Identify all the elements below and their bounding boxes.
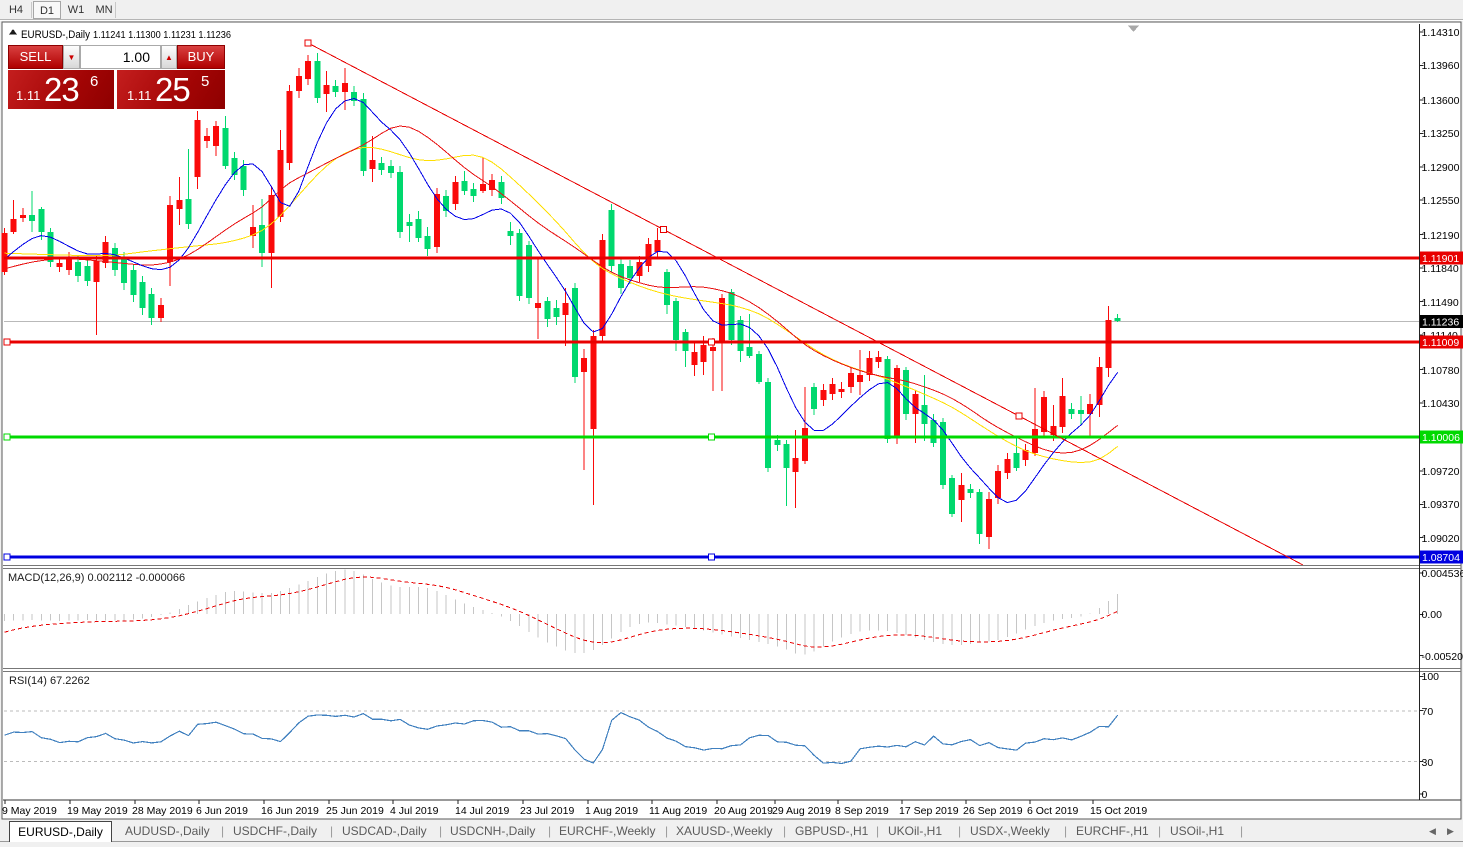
svg-text:1.08704: 1.08704 [1422,552,1460,564]
svg-text:4 Jul 2019: 4 Jul 2019 [390,805,439,817]
svg-text:1.11901: 1.11901 [1422,253,1459,265]
svg-text:11 Aug 2019: 11 Aug 2019 [649,805,707,817]
svg-text:1.10430: 1.10430 [1422,398,1460,410]
svg-text:1.12900: 1.12900 [1422,162,1460,174]
svg-text:0.004536: 0.004536 [1422,568,1463,580]
svg-text:15 Oct 2019: 15 Oct 2019 [1090,805,1147,817]
svg-text:30: 30 [1422,757,1434,769]
svg-text:1.10780: 1.10780 [1422,365,1460,377]
svg-text:1.13600: 1.13600 [1422,95,1460,107]
svg-text:8 Sep 2019: 8 Sep 2019 [835,805,889,817]
svg-text:1.09370: 1.09370 [1422,499,1460,511]
svg-text:1.13250: 1.13250 [1422,128,1460,140]
svg-text:17 Sep 2019: 17 Sep 2019 [899,805,959,817]
svg-text:25 Jun 2019: 25 Jun 2019 [326,805,384,817]
svg-text:9 May 2019: 9 May 2019 [2,805,57,817]
svg-text:28 May 2019: 28 May 2019 [132,805,193,817]
svg-text:29 Aug 2019: 29 Aug 2019 [772,805,831,817]
svg-text:14 Jul 2019: 14 Jul 2019 [455,805,509,817]
svg-text:1 Aug 2019: 1 Aug 2019 [585,805,638,817]
svg-text:1.11009: 1.11009 [1422,337,1459,349]
svg-text:1.11236: 1.11236 [1422,317,1459,329]
svg-text:6 Jun 2019: 6 Jun 2019 [196,805,248,817]
svg-text:1.10006: 1.10006 [1422,432,1460,444]
svg-text:1.12550: 1.12550 [1422,195,1460,207]
svg-text:1.12190: 1.12190 [1422,230,1460,242]
svg-text:6 Oct 2019: 6 Oct 2019 [1027,805,1079,817]
svg-text:MACD(12,26,9) 0.002112 -0.0000: MACD(12,26,9) 0.002112 -0.000066 [8,572,185,584]
svg-text:16 Jun 2019: 16 Jun 2019 [261,805,319,817]
svg-text:1.11241 1.11300 1.11231 1.1123: 1.11241 1.11300 1.11231 1.11236 [93,30,231,41]
svg-text:0: 0 [1422,789,1428,801]
svg-text:23 Jul 2019: 23 Jul 2019 [520,805,574,817]
svg-text:0.00: 0.00 [1422,609,1443,621]
svg-text:1.11840: 1.11840 [1422,263,1459,275]
svg-text:26 Sep 2019: 26 Sep 2019 [963,805,1023,817]
svg-text:20 Aug 2019: 20 Aug 2019 [714,805,773,817]
svg-text:-0.005205: -0.005205 [1422,651,1463,663]
svg-text:1.09720: 1.09720 [1422,466,1460,478]
svg-text:1.14310: 1.14310 [1422,27,1460,39]
svg-text:70: 70 [1422,706,1434,718]
svg-text:100: 100 [1422,671,1440,683]
svg-text:19 May 2019: 19 May 2019 [67,805,128,817]
svg-text:1.09020: 1.09020 [1422,533,1460,545]
svg-text:1.13960: 1.13960 [1422,60,1460,72]
svg-text:1.11490: 1.11490 [1422,297,1459,309]
svg-text:RSI(14) 67.2262: RSI(14) 67.2262 [9,675,90,687]
svg-text:EURUSD-,Daily: EURUSD-,Daily [21,29,90,41]
